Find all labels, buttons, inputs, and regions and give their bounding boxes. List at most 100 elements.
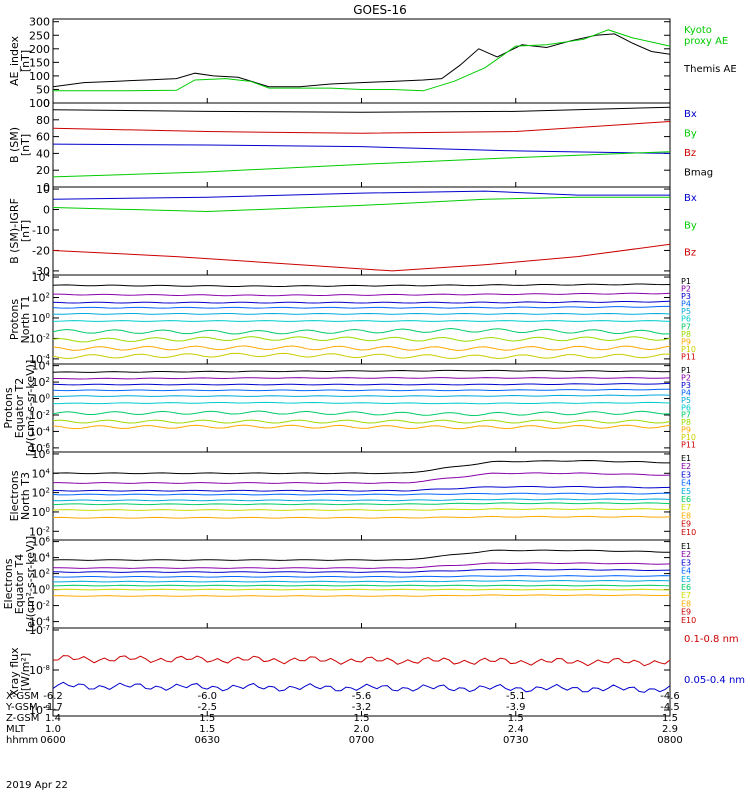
y-tick-label: 0 <box>43 181 50 194</box>
channel-legend-p9: P9 <box>681 337 691 346</box>
x-axis-value: 0700 <box>348 735 375 746</box>
y-axis-label: North T1 <box>19 296 32 344</box>
channel-line-p5 <box>52 394 671 397</box>
x-axis-row-label: hhmm <box>6 735 39 746</box>
channel-legend-e1: E1 <box>681 454 691 463</box>
channel-line-e1 <box>52 549 671 561</box>
channel-line-p3 <box>52 382 671 386</box>
y-tick-label: 300 <box>29 16 50 29</box>
channel-line-e2 <box>52 562 671 569</box>
series-line-bmag <box>52 106 671 113</box>
channel-line-p5 <box>52 312 671 315</box>
y-axis-label: Electrons <box>2 558 15 609</box>
channel-legend-p7: P7 <box>681 411 691 420</box>
channel-line-e7 <box>52 588 671 591</box>
series-line-bz <box>52 243 671 272</box>
channel-legend-p1: P1 <box>681 277 691 286</box>
y-tick-label: 100 <box>32 393 50 406</box>
x-axis-value: 1.5 <box>199 724 216 735</box>
channel-line-p7 <box>52 328 671 335</box>
panel-ae: 300250200150100500AE_index[nT]Kyotoproxy… <box>8 16 737 110</box>
channel-line-e5 <box>52 579 671 583</box>
channel-legend-e8: E8 <box>681 599 691 608</box>
y-tick-label: 10-2 <box>29 409 50 422</box>
channel-legend-e7: E7 <box>681 503 691 512</box>
y-axis-label: [e/(cm²-s-sr-keV)] <box>24 536 37 632</box>
y-tick-label: 104 <box>32 467 51 480</box>
channel-line-e5 <box>52 498 671 502</box>
channel-line-e4 <box>52 575 671 578</box>
y-tick-label: 104 <box>32 552 51 565</box>
legend-entry: Kyoto <box>684 25 712 36</box>
x-axis-value: 1.4 <box>45 713 61 724</box>
y-tick-label: 150 <box>29 56 50 69</box>
channel-legend-p4: P4 <box>681 300 691 309</box>
x-axis-value: -2.5 <box>197 702 218 713</box>
x-axis-value: 1.5 <box>199 713 216 724</box>
y-tick-label: 200 <box>29 43 50 56</box>
y-axis-label: AE_index <box>8 35 21 86</box>
y-tick-label: 10 <box>36 183 50 196</box>
channel-legend-e2: E2 <box>681 462 691 471</box>
channel-legend-p5: P5 <box>681 396 691 405</box>
y-axis-label: [nT] <box>19 220 32 242</box>
y-axis-label: Xray flux <box>8 647 21 697</box>
channel-legend-p9: P9 <box>681 426 691 435</box>
channel-line-p6 <box>52 320 671 322</box>
x-axis-value: 2.9 <box>662 724 678 735</box>
channel-legend-e9: E9 <box>681 608 691 617</box>
series-line-bz <box>52 120 671 134</box>
y-tick-label: -10 <box>32 224 50 237</box>
channel-legend-p2: P2 <box>681 373 691 382</box>
y-tick-label: 102 <box>32 292 50 305</box>
y-axis-label: B (SM)-IGRF <box>8 198 21 264</box>
x-axis-value: -4.6 <box>660 691 680 702</box>
channel-legend-p10: P10 <box>681 345 696 354</box>
y-tick-label: 104 <box>32 271 51 284</box>
x-axis-value: 0630 <box>194 735 220 746</box>
y-tick-label: 250 <box>29 29 50 42</box>
panels-group: 300250200150100500AE_index[nT]Kyotoproxy… <box>2 16 745 717</box>
channel-line-e3 <box>52 485 671 492</box>
x-axis-value: 1.0 <box>45 724 61 735</box>
channel-legend-e8: E8 <box>681 511 691 520</box>
y-tick-label: 80 <box>36 114 50 127</box>
channel-legend-p11: P11 <box>681 352 696 361</box>
channel-line-p7 <box>52 410 671 416</box>
channel-legend-p10: P10 <box>681 433 696 442</box>
y-tick-label: 10-9 <box>29 704 50 717</box>
y-tick-label: 0 <box>43 204 50 217</box>
x-axis-value: -4.5 <box>660 702 680 713</box>
channel-legend-e7: E7 <box>681 591 691 600</box>
y-tick-label: 10-4 <box>29 616 51 629</box>
channel-legend-p3: P3 <box>681 292 691 301</box>
channel-line-e3 <box>52 568 671 573</box>
y-tick-label: 10-8 <box>29 664 50 677</box>
legend-entry: Themis AE <box>683 64 737 75</box>
y-tick-label: 100 <box>32 506 50 519</box>
x-axis-value: 2.4 <box>507 724 524 735</box>
channel-line-p1 <box>52 369 671 373</box>
channel-line-p1 <box>52 283 671 288</box>
channel-line-e2 <box>52 472 671 484</box>
channel-legend-e9: E9 <box>681 520 691 529</box>
x-axis-value: 0730 <box>503 735 529 746</box>
channel-legend-e5: E5 <box>681 487 691 496</box>
x-axis-value: 0800 <box>657 735 683 746</box>
channel-line-p4 <box>52 305 671 309</box>
x-axis-value: 1.5 <box>353 713 370 724</box>
y-tick-label: 102 <box>32 487 50 500</box>
channel-legend-e3: E3 <box>681 470 691 479</box>
x-axis-value: 0600 <box>40 735 66 746</box>
channel-line-e6 <box>52 584 671 587</box>
panel-frame <box>52 363 671 453</box>
legend-entry: Bx <box>684 193 697 204</box>
channel-line-e1 <box>52 459 671 475</box>
channel-legend-e10: E10 <box>681 616 696 625</box>
y-tick-label: 20 <box>36 164 50 177</box>
